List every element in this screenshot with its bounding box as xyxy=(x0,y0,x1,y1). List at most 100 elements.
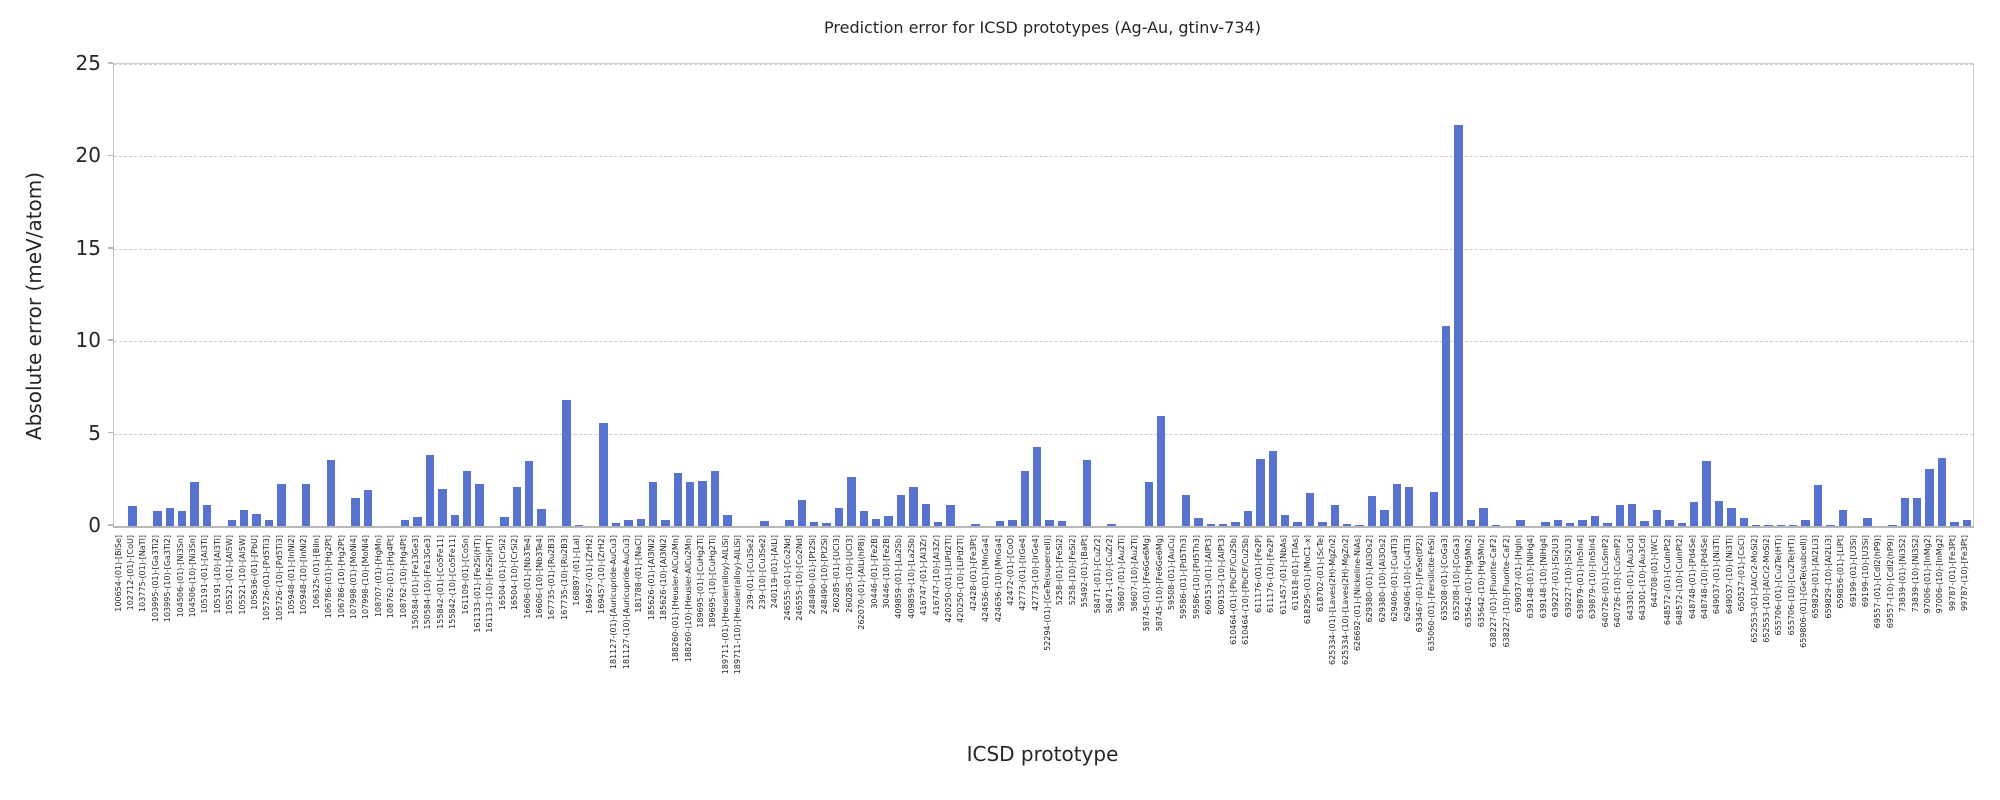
bar xyxy=(624,520,633,526)
y-tick-label: 15 xyxy=(75,235,101,260)
bar xyxy=(1689,501,1699,526)
bar xyxy=(710,471,720,526)
x-tick-label: 635060-(01)-[Fersilicite-FeSi] xyxy=(1427,535,1437,652)
bar xyxy=(1491,525,1501,526)
x-tick-label: 248490-(01)-[Pt2Si] xyxy=(807,535,817,615)
x-tick-label: 161133-(01)-[Fe2Si(HT)] xyxy=(473,535,482,633)
x-tick-label: 167735-(01)-[Ru2B3] xyxy=(547,535,557,620)
x-tick-label: 625334-(01)-[Laves(2H)-MgZn2] xyxy=(1328,535,1338,666)
x-tick-label: 609153-(10)-[AlPt3] xyxy=(1216,535,1226,615)
bar xyxy=(1367,496,1377,526)
bar xyxy=(1082,460,1092,526)
bar xyxy=(909,487,918,526)
x-tick-label: 629380-(01)-[Al3Os2] xyxy=(1365,535,1375,623)
x-tick-label: 611176-(01)-[Fe2P] xyxy=(1253,535,1263,613)
x-tick-label: 246555-(10)-[Co2Nd] xyxy=(795,535,805,621)
x-tick-label: 239-(10)-[Cu3Se2] xyxy=(758,535,768,610)
x-tick-label: 633467-(01)-[FeSe(tP2)] xyxy=(1414,535,1424,633)
bar xyxy=(512,487,521,526)
y-tick-mark xyxy=(108,62,113,64)
x-tick-label: 16606-(10)-[Nb3Te4] xyxy=(534,535,544,619)
x-tick-label: 161109-(01)-[CoSn] xyxy=(460,535,470,615)
x-tick-label: 97006-(01)-[InMg2] xyxy=(1923,535,1933,614)
bar xyxy=(1751,525,1761,526)
bar xyxy=(1342,524,1352,526)
x-tick-label: 618702-(01)-[ScTe] xyxy=(1315,535,1325,612)
bar xyxy=(785,519,794,526)
x-tick-label: 59508-(01)-[AuCu] xyxy=(1167,535,1177,611)
x-tick-label: 638227-(01)-[Fluorite-CaF2] xyxy=(1489,535,1499,648)
x-tick-label: 169457-(10)-[ZrH2] xyxy=(596,535,606,614)
x-tick-label: 58745-(01)-[Fe6Ge6Mg] xyxy=(1142,535,1152,632)
bar xyxy=(1045,520,1054,526)
x-tick-label: 105726-(01)-[Pd5Ti3] xyxy=(262,535,272,621)
x-tick-label: 629380-(10)-[Al3Os2] xyxy=(1377,535,1387,623)
bar xyxy=(1206,524,1215,526)
y-tick-label: 25 xyxy=(75,51,101,75)
x-tick-label: 635642-(10)-[Hg5Mn2] xyxy=(1476,535,1486,628)
bar xyxy=(524,461,534,526)
bar xyxy=(438,489,447,526)
bar xyxy=(834,508,844,526)
bar xyxy=(202,504,212,526)
bar xyxy=(190,481,199,526)
bar xyxy=(1739,517,1748,526)
x-tick-label: 659829-(01)-[Al2Li3] xyxy=(1811,535,1821,619)
bar xyxy=(1479,508,1488,526)
x-tick-label: 648748-(10)-[Pd4Se] xyxy=(1699,535,1709,619)
bar xyxy=(946,504,955,526)
bar xyxy=(1900,498,1910,526)
x-tick-label: 5258-(10)-[FeSi2] xyxy=(1067,535,1077,606)
y-axis-label: Absolute error (meV/atom) xyxy=(22,171,46,441)
x-tick-label: 58745-(10)-[Fe6Ge6Mg] xyxy=(1154,535,1164,632)
y-tick-label: 10 xyxy=(75,328,101,353)
bar xyxy=(1937,457,1947,526)
x-tick-label: 420250-(01)-[LiPd2Tl] xyxy=(943,535,953,623)
x-tick-label: 643301-(10)-[Au3Cd] xyxy=(1637,535,1647,621)
bar xyxy=(1677,523,1686,526)
x-tick-label: 100654-(01)-[BiSe] xyxy=(113,535,123,612)
bar xyxy=(401,520,410,526)
x-tick-label: 260285-(10)-[UCl3] xyxy=(844,535,854,613)
bar xyxy=(239,510,249,526)
y-tick-mark xyxy=(108,524,113,526)
bar xyxy=(1516,519,1525,526)
bar xyxy=(227,519,236,526)
x-tick-label: 659829-(10)-[Al2Li3] xyxy=(1823,535,1833,619)
y-tick-mark xyxy=(108,339,113,341)
bar xyxy=(933,522,943,526)
bar xyxy=(500,516,509,526)
bar xyxy=(1888,525,1897,526)
x-tick-label: 248490-(10)-[Pt2Si] xyxy=(820,535,830,615)
bar xyxy=(686,481,695,526)
x-tick-label: 5258-(01)-[FeSi2] xyxy=(1055,535,1065,606)
x-tick-label: 610464-(10)-[PbClF/Cu2Sb] xyxy=(1241,535,1251,645)
gridline-20 xyxy=(114,156,1973,158)
x-tick-label: 105191-(10)-[Al3Ti] xyxy=(212,535,222,614)
bar xyxy=(995,521,1005,526)
bar xyxy=(1925,468,1934,526)
bar xyxy=(1962,519,1971,526)
x-tick-label: 652553-(10)-[AlCr2-MoSi2] xyxy=(1761,535,1771,643)
bar xyxy=(1194,517,1203,526)
bar xyxy=(1057,521,1067,526)
x-axis-label: ICSD prototype xyxy=(966,742,1119,766)
bar xyxy=(859,511,868,526)
bar xyxy=(760,521,769,526)
x-tick-label: 640726-(01)-[CuSmP2] xyxy=(1600,535,1610,628)
bar xyxy=(896,494,906,526)
x-tick-label: 416747-(10)-[Al3Zr] xyxy=(931,535,941,616)
bar xyxy=(661,520,670,526)
x-tick-label: 639879-(10)-[In5In4] xyxy=(1588,535,1598,620)
y-tick-mark xyxy=(108,154,113,157)
bar xyxy=(673,473,683,526)
bar xyxy=(1318,522,1327,526)
x-tick-label: 73839-(01)-[Ni3S2] xyxy=(1898,535,1908,613)
bar xyxy=(1789,525,1798,526)
x-tick-labels: 100654-(01)-[BiSe] 102712-(01)-[CoU] 10377… xyxy=(113,531,1972,741)
bar xyxy=(264,519,274,526)
x-tick-label: 639148-(01)-[NiHg4] xyxy=(1526,535,1536,619)
x-tick-label: 188260-(01)-[Heusler-AlCu2Mn] xyxy=(671,535,681,663)
bar xyxy=(562,400,571,526)
bar xyxy=(636,518,645,526)
